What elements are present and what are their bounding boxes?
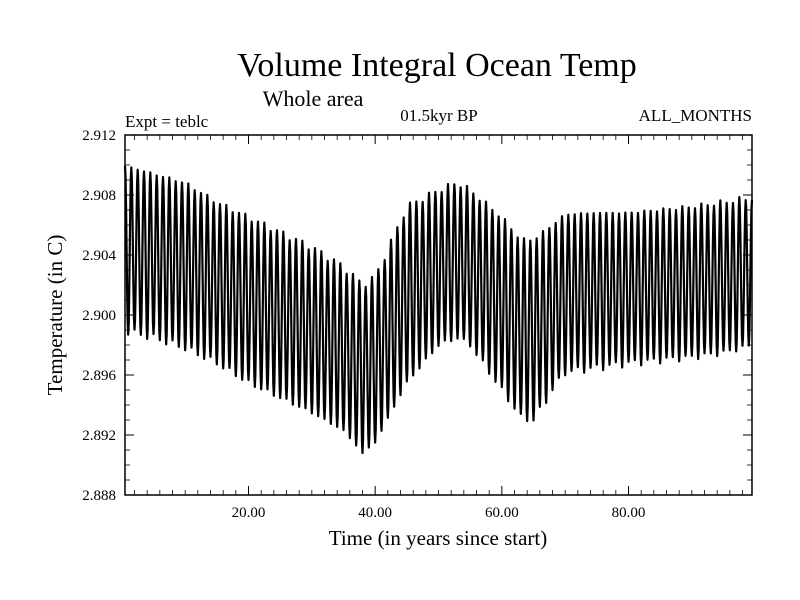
experiment-label: Expt = teblc bbox=[125, 112, 209, 131]
y-tick-label: 2.900 bbox=[82, 308, 116, 324]
period-label: 01.5kyr BP bbox=[400, 106, 477, 125]
y-tick-label: 2.888 bbox=[82, 488, 116, 504]
plot-area bbox=[123, 134, 754, 496]
y-tick-labels: 2.888 2.892 2.896 2.900 2.904 2.908 2.912 bbox=[82, 128, 116, 504]
months-label: ALL_MONTHS bbox=[639, 106, 752, 125]
chart-title: Volume Integral Ocean Temp bbox=[237, 47, 637, 84]
y-tick-label: 2.908 bbox=[82, 188, 116, 204]
y-axis-label: Temperature (in C) bbox=[43, 235, 67, 396]
x-tick-label: 60.00 bbox=[485, 505, 519, 521]
y-tick-label: 2.904 bbox=[82, 248, 116, 264]
series-line bbox=[123, 165, 754, 455]
y-tick-label: 2.896 bbox=[82, 368, 116, 384]
x-tick-label: 20.00 bbox=[232, 505, 266, 521]
x-axis-label: Time (in years since start) bbox=[329, 526, 548, 550]
x-tick-label: 80.00 bbox=[612, 505, 646, 521]
series-layer bbox=[123, 165, 754, 455]
y-tick-label: 2.912 bbox=[82, 128, 116, 144]
x-tick-labels: 20.00 40.00 60.00 80.00 bbox=[232, 505, 646, 521]
ticks-layer bbox=[125, 134, 752, 496]
y-tick-label: 2.892 bbox=[82, 428, 116, 444]
chart-subtitle: Whole area bbox=[263, 86, 364, 111]
x-tick-label: 40.00 bbox=[358, 505, 392, 521]
